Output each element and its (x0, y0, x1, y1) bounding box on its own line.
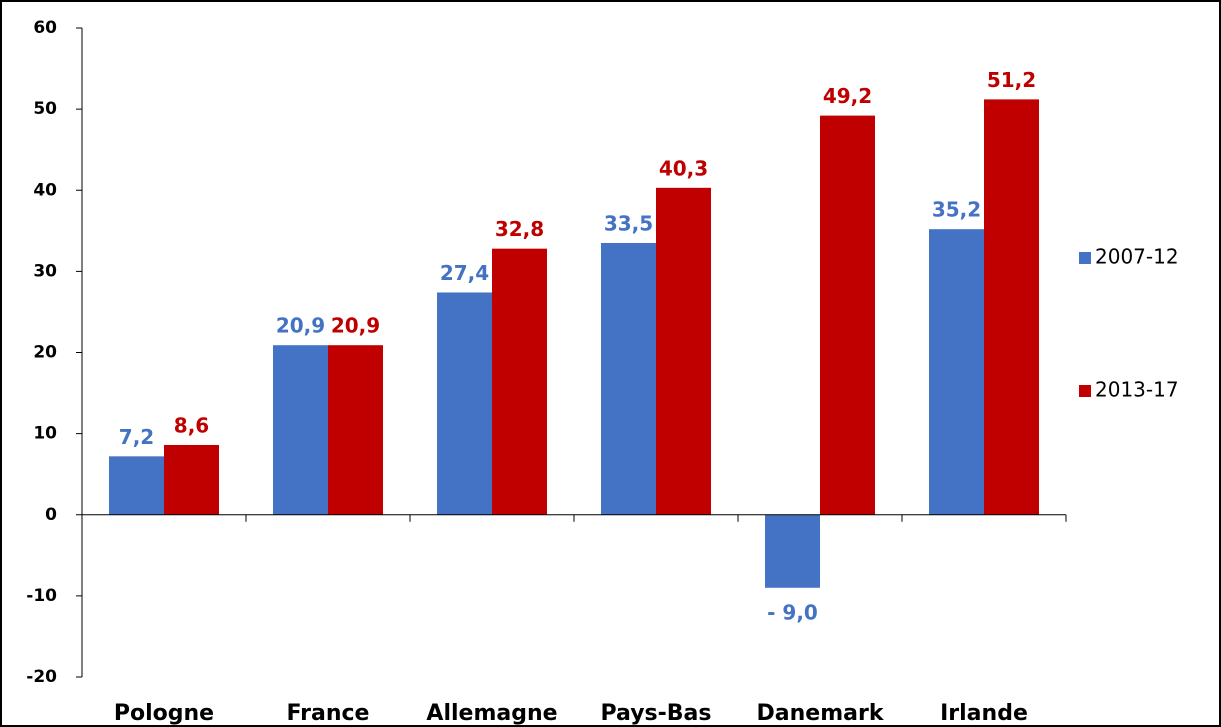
bar (820, 115, 875, 515)
bar (929, 229, 984, 515)
legend-swatch (1079, 252, 1091, 264)
bar (437, 292, 492, 515)
bar (656, 187, 711, 515)
y-tick-label: 60 (33, 18, 57, 38)
y-tick-label: 20 (33, 343, 57, 363)
bar (601, 242, 656, 515)
bar (492, 248, 547, 515)
x-tick-label: Irlande (940, 701, 1028, 726)
x-tick-label: Pays-Bas (601, 701, 712, 726)
value-label: 7,2 (119, 425, 154, 449)
value-label: 35,2 (932, 198, 981, 222)
y-tick-label: 10 (33, 424, 57, 444)
x-tick-label: Danemark (757, 701, 885, 726)
value-label: - 9,0 (767, 600, 818, 624)
value-label: 51,2 (987, 68, 1036, 92)
x-tick-label: France (287, 701, 370, 726)
bar (109, 456, 164, 515)
y-tick-label: -10 (26, 586, 57, 606)
legend-label: 2013-17 (1095, 378, 1179, 402)
value-label: 20,9 (276, 314, 325, 338)
x-tick-label: Pologne (114, 701, 214, 726)
value-label: 20,9 (331, 314, 380, 338)
bar (328, 345, 383, 515)
legend-swatch (1079, 385, 1091, 397)
value-label: 8,6 (174, 413, 209, 437)
value-label: 27,4 (440, 261, 489, 285)
value-label: 40,3 (659, 156, 708, 180)
y-tick-label: -20 (26, 667, 57, 687)
bar (765, 514, 820, 588)
bar (984, 99, 1039, 515)
value-label: 49,2 (823, 84, 872, 108)
value-label: 33,5 (604, 211, 653, 235)
legend-label: 2007-12 (1095, 245, 1179, 269)
y-tick-label: 40 (33, 180, 57, 200)
bar (273, 345, 328, 515)
x-tick-label: Allemagne (426, 701, 557, 726)
y-tick-label: 0 (45, 505, 57, 525)
bar (164, 444, 219, 515)
y-tick-label: 30 (33, 261, 57, 281)
y-tick-label: 50 (33, 99, 57, 119)
value-label: 32,8 (495, 217, 544, 241)
